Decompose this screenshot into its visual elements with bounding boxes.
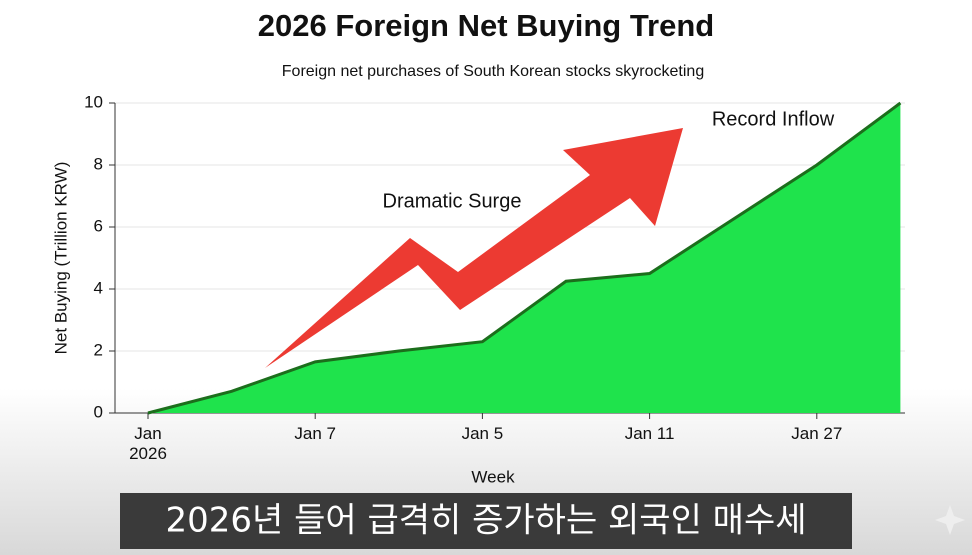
x-axis-label: Week [471,467,515,486]
x-tick-label: Jan 5 [461,424,504,443]
annotation: Record Inflow [712,108,835,130]
y-axis-label: Net Buying (Trillion KRW) [51,162,70,355]
caption-box [120,493,852,549]
x-tick-label: Jan 2026 [129,424,167,463]
x-tick-label: Jan 27 [791,424,843,443]
chart-subtitle: Foreign net purchases of South Korean st… [282,63,704,80]
y-tick-label: 6 [94,216,103,235]
caption: 2026년 들어 급격히 증가하는 외국인 매수세 [165,501,806,541]
area [148,103,901,413]
line [147,101,902,415]
y-tick-label: 8 [94,154,103,173]
x-tick-label: Jan 11 [624,424,675,443]
sparkle-icon [935,505,965,535]
y-tick-label: 10 [84,92,103,111]
y-tick-label: 0 [94,402,103,421]
trend-arrow [265,128,683,368]
x-tick-label: Jan 7 [294,424,336,443]
annotation: Dramatic Surge [383,190,522,212]
y-tick-label: 2 [94,340,103,359]
chart-title: 2026 Foreign Net Buying Trend [258,8,714,43]
y-tick-label: 4 [94,278,103,297]
